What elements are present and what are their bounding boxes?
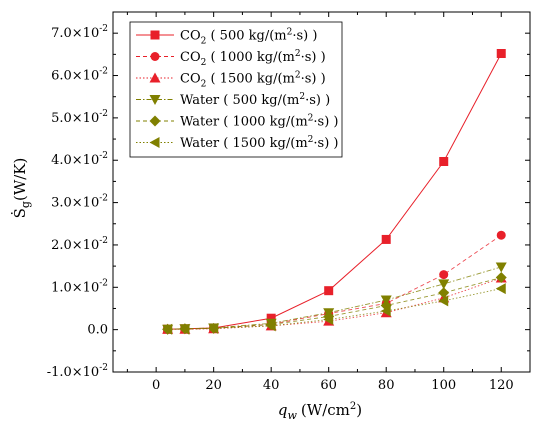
- legend-label: Water ( 500 kg/(m2·s) ): [180, 92, 330, 108]
- x-axis-title: qw (W/cm2): [278, 401, 362, 422]
- legend-marker: [149, 137, 160, 148]
- x-tick-label: 100: [431, 378, 456, 393]
- data-point: [496, 49, 506, 59]
- data-point: [438, 279, 450, 290]
- legend-marker: [149, 95, 161, 105]
- y-axis-title-unit: (W/K): [11, 158, 29, 201]
- x-axis-title-unit: (W/cm: [301, 401, 350, 419]
- legend-label: Water ( 1500 kg/(m2·s) ): [180, 135, 338, 151]
- plot-frame: [112, 11, 531, 373]
- x-axis-title-unit-sup: 2: [350, 401, 356, 412]
- x-tick-label: 40: [263, 378, 280, 393]
- y-tick-label: 1.0×10-2: [51, 278, 108, 295]
- series-line: [167, 288, 502, 330]
- data-point: [438, 287, 450, 299]
- data-point: [439, 270, 449, 280]
- series-layer: [162, 49, 507, 335]
- legend-item-2: CO2 ( 1000 kg/(m2·s) ): [136, 49, 326, 68]
- legend-marker: [149, 72, 161, 83]
- legend-marker: [150, 30, 160, 40]
- legend-item-4: Water ( 500 kg/(m2·s) ): [136, 92, 330, 108]
- data-point: [496, 230, 506, 240]
- data-point: [323, 313, 334, 325]
- y-tick-label: 5.0×10-2: [51, 109, 108, 126]
- legend-item-1: CO2 ( 500 kg/(m2·s) ): [136, 28, 317, 47]
- legend-marker: [150, 52, 160, 61]
- data-point: [162, 323, 173, 335]
- y-tick-label: 0.0: [87, 323, 108, 338]
- legend-frame: [129, 21, 343, 158]
- x-axis-title-unit-end: ): [356, 401, 362, 419]
- data-point: [265, 320, 276, 332]
- data-point: [208, 322, 219, 334]
- axis-titles: qw (W/cm2) Ṡg(W/K): [11, 158, 362, 422]
- data-point: [495, 262, 507, 273]
- series-2: [163, 230, 506, 334]
- series-line: [167, 234, 502, 330]
- legend-label: CO2 ( 1000 kg/(m2·s) ): [180, 49, 326, 68]
- x-tick-label: 80: [378, 378, 395, 393]
- data-point: [439, 157, 449, 167]
- y-tick-label: 3.0×10-2: [51, 194, 108, 211]
- legend-item-5: Water ( 1000 kg/(m2·s) ): [136, 114, 338, 130]
- x-tick-label: 20: [205, 378, 222, 393]
- data-point: [381, 234, 391, 244]
- data-point: [380, 305, 391, 317]
- x-axis-title-sub: w: [288, 409, 298, 422]
- data-point: [495, 283, 506, 295]
- data-point: [179, 323, 190, 335]
- y-tick-label: 6.0×10-2: [51, 67, 108, 84]
- series-6: [162, 283, 506, 335]
- y-axis-title-base: Ṡ: [11, 208, 29, 218]
- y-tick-label: 4.0×10-2: [51, 151, 108, 168]
- y-axis-title: Ṡg(W/K): [11, 158, 32, 219]
- legend-label: CO2 ( 1500 kg/(m2·s) ): [180, 71, 326, 90]
- y-tick-label: 7.0×10-2: [51, 24, 108, 41]
- y-axis-title-sub: g: [19, 201, 32, 208]
- plot-area: [112, 11, 531, 373]
- legend-item-3: CO2 ( 1500 kg/(m2·s) ): [136, 71, 326, 90]
- data-point: [266, 313, 276, 323]
- legend-marker: [149, 115, 161, 127]
- x-axis-title-base: q: [278, 401, 288, 419]
- x-tick-label: 0: [152, 378, 160, 393]
- y-tick-label: 2.0×10-2: [51, 236, 108, 253]
- x-tick-label: 120: [489, 378, 514, 393]
- data-point: [438, 295, 449, 307]
- y-tick-label: -1.0×10-2: [47, 363, 108, 380]
- legend-label: Water ( 1000 kg/(m2·s) ): [180, 114, 338, 130]
- series-line: [167, 266, 502, 330]
- legend-label: CO2 ( 500 kg/(m2·s) ): [180, 28, 317, 47]
- legend-item-6: Water ( 1500 kg/(m2·s) ): [136, 135, 338, 151]
- data-point: [324, 286, 334, 296]
- legend: CO2 ( 500 kg/(m2·s) ) CO2 ( 1000 kg/(m2·s…: [129, 21, 343, 158]
- x-tick-label: 60: [320, 378, 337, 393]
- data-point: [495, 272, 507, 284]
- axes: 0 20 40 60 80 100 120 -1.0×10-2 0.0 1.0×10-2 2.0×1…: [47, 12, 530, 393]
